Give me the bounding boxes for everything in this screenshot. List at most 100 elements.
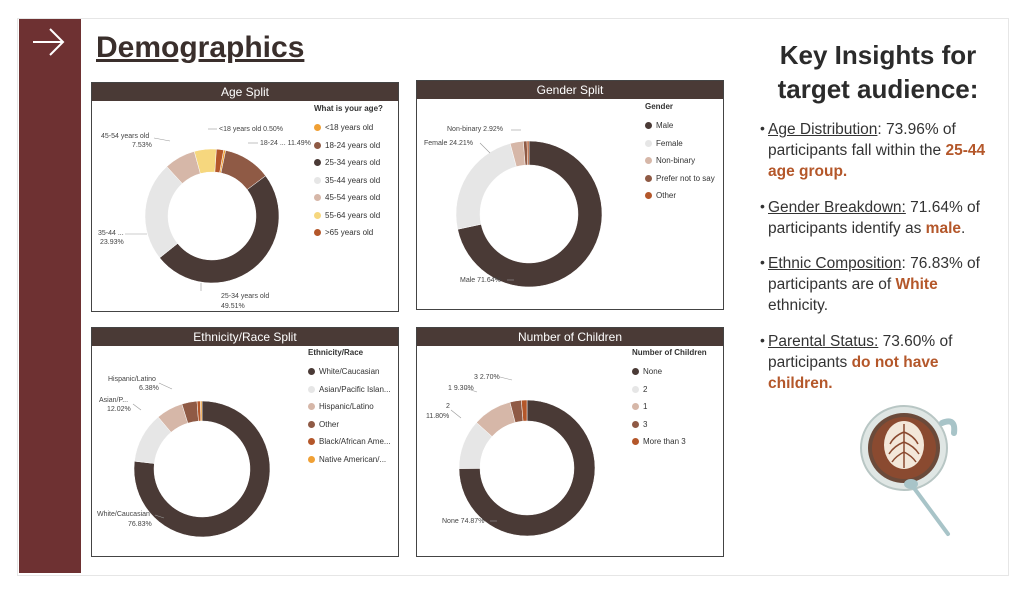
legend-swatch — [308, 455, 315, 463]
legend-item[interactable]: Female — [645, 135, 715, 153]
legend-label: Native American/... — [319, 454, 387, 464]
gender-split-chart: Non-binary 2.92% Female 24.21% Male 71.6… — [424, 126, 603, 288]
legend-item[interactable]: Male — [645, 117, 715, 135]
legend-label: 55-64 years old — [325, 210, 381, 220]
insight-heading: Age Distribution — [768, 121, 878, 138]
legend-swatch — [645, 139, 652, 147]
insight-heading: Parental Status: — [768, 333, 879, 350]
legend-item[interactable]: 2 — [632, 381, 707, 399]
data-label: Asian/P... — [99, 397, 128, 404]
legend-label: Prefer not to say — [656, 173, 715, 183]
insight-item: • Gender Breakdown: 71.64% of participan… — [760, 197, 1000, 239]
donut-slice[interactable] — [200, 400, 203, 422]
legend-item[interactable]: 45-54 years old — [314, 189, 383, 207]
donut-slice[interactable] — [144, 166, 183, 259]
data-label: 25-34 years old — [221, 293, 269, 300]
legend-swatch — [308, 438, 315, 446]
legend-item[interactable]: 35-44 years old — [314, 172, 383, 190]
legend-label: Asian/Pacific Islan... — [319, 384, 391, 394]
ethnicity-split-chart: Hispanic/Latino 6.38% Asian/P... 12.02% … — [97, 376, 271, 538]
age-split-panel: Age Split <18 years old 0.50% 18-24 ... … — [91, 82, 399, 312]
legend-item[interactable]: Black/African Ame... — [308, 433, 391, 451]
legend-swatch — [632, 420, 639, 428]
legend-swatch — [645, 157, 652, 165]
legend-label: Other — [319, 419, 340, 429]
legend-label: <18 years old — [325, 123, 374, 133]
data-label: 23.93% — [100, 239, 124, 246]
children-data-labels: 3 2.70% 1 9.30% 2 11.80% None 74.87% — [426, 374, 513, 525]
legend-item[interactable]: Other — [308, 416, 391, 434]
legend-swatch — [308, 368, 315, 376]
legend-swatch — [308, 385, 315, 393]
donut-slice[interactable] — [214, 148, 224, 173]
legend-item[interactable]: Other — [645, 187, 715, 205]
legend-item[interactable]: >65 years old — [314, 224, 383, 242]
legend-label: Male — [656, 121, 674, 131]
insight-text: : 73.96% of participants fall within the — [768, 121, 956, 159]
ethnicity-split-panel: Ethnicity/Race Split Hispanic/Latino 6.3… — [91, 327, 399, 557]
legend-swatch — [645, 174, 652, 182]
legend-swatch — [645, 192, 652, 200]
insight-item: • Age Distribution: 73.96% of participan… — [760, 119, 1000, 182]
legend-label: 45-54 years old — [325, 193, 381, 203]
data-label: 6.38% — [139, 385, 159, 392]
insights-title-line2: target audience: — [777, 74, 979, 104]
bullet: • — [760, 332, 765, 348]
legend-item[interactable]: 55-64 years old — [314, 207, 383, 225]
sidebar-band — [19, 19, 81, 573]
data-label: None 74.87% — [442, 518, 484, 525]
legend-item[interactable]: <18 years old — [314, 119, 383, 137]
arrow-right-icon[interactable] — [30, 26, 68, 58]
legend-item[interactable]: More than 3 — [632, 433, 707, 451]
legend-label: 18-24 years old — [325, 140, 381, 150]
legend-swatch — [308, 420, 315, 428]
legend-item[interactable]: Hispanic/Latino — [308, 398, 391, 416]
legend-swatch — [314, 176, 321, 184]
donut-slice[interactable] — [159, 175, 280, 284]
legend-label: 2 — [643, 384, 648, 394]
legend-swatch — [308, 403, 315, 411]
legend: Ethnicity/Race White/Caucasian Asian/Paci… — [308, 348, 391, 468]
page-title: Demographics — [96, 31, 305, 64]
legend-label: Hispanic/Latino — [319, 402, 374, 412]
legend-item[interactable]: Prefer not to say — [645, 170, 715, 188]
insight-highlight: male — [925, 220, 962, 237]
number-of-children-panel: Number of Children 3 2.70% 1 9.30% 2 11.… — [416, 327, 724, 557]
donut-slice[interactable] — [133, 400, 271, 538]
data-label: 1 9.30% — [448, 385, 474, 392]
legend-item[interactable]: White/Caucasian — [308, 363, 391, 381]
coffee-cup-illustration — [860, 405, 958, 536]
legend-label: 3 — [643, 419, 648, 429]
legend-item[interactable]: 18-24 years old — [314, 137, 383, 155]
donut-slice[interactable] — [526, 140, 530, 166]
legend-item[interactable]: Native American/... — [308, 451, 391, 469]
donut-slice[interactable] — [457, 140, 603, 288]
bullet: • — [760, 254, 765, 270]
legend-item[interactable]: Non-binary — [645, 152, 715, 170]
donut-slice[interactable] — [521, 399, 528, 422]
data-label: 18-24 ... 11.49% — [260, 140, 311, 147]
legend-label: Black/African Ame... — [319, 437, 391, 447]
legend-label: White/Caucasian — [319, 367, 380, 377]
donut-slice[interactable] — [455, 143, 517, 230]
panel-title: Gender Split — [417, 81, 723, 99]
insight-text: . — [961, 220, 966, 237]
legend-item[interactable]: 1 — [632, 398, 707, 416]
insight-text: ethnicity. — [768, 297, 829, 314]
legend-swatch — [632, 403, 639, 411]
legend-item[interactable]: None — [632, 363, 707, 381]
legend-label: Female — [656, 138, 683, 148]
insight-highlight: 25-44 age group. — [768, 142, 986, 180]
legend-item[interactable]: Asian/Pacific Islan... — [308, 381, 391, 399]
data-label: 76.83% — [128, 521, 152, 528]
legend-title: Ethnicity/Race — [308, 348, 364, 357]
legend-item[interactable]: 25-34 years old — [314, 154, 383, 172]
legend-label: Non-binary — [656, 156, 696, 166]
ethnicity-data-labels: Hispanic/Latino 6.38% Asian/P... 12.02% … — [97, 376, 173, 528]
gender-split-panel: Gender Split Non-binary 2.92% Female 24.… — [416, 80, 724, 310]
panel-title: Age Split — [92, 83, 398, 101]
legend-label: 35-44 years old — [325, 175, 381, 185]
legend-item[interactable]: 3 — [632, 416, 707, 434]
insight-highlight: White — [895, 276, 938, 293]
donut-slice[interactable] — [458, 399, 596, 537]
